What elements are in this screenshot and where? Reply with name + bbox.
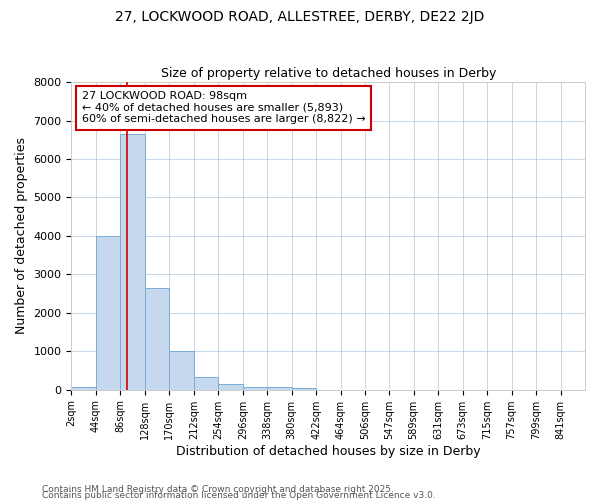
Y-axis label: Number of detached properties: Number of detached properties <box>15 138 28 334</box>
Bar <box>96 236 121 390</box>
Bar <box>71 387 96 390</box>
Bar <box>218 384 243 390</box>
X-axis label: Distribution of detached houses by size in Derby: Distribution of detached houses by size … <box>176 444 481 458</box>
Text: 27, LOCKWOOD ROAD, ALLESTREE, DERBY, DE22 2JD: 27, LOCKWOOD ROAD, ALLESTREE, DERBY, DE2… <box>115 10 485 24</box>
Bar <box>145 288 169 390</box>
Bar <box>292 388 316 390</box>
Bar <box>243 387 267 390</box>
Title: Size of property relative to detached houses in Derby: Size of property relative to detached ho… <box>161 66 496 80</box>
Text: 27 LOCKWOOD ROAD: 98sqm
← 40% of detached houses are smaller (5,893)
60% of semi: 27 LOCKWOOD ROAD: 98sqm ← 40% of detache… <box>82 92 365 124</box>
Text: Contains public sector information licensed under the Open Government Licence v3: Contains public sector information licen… <box>42 491 436 500</box>
Bar <box>169 352 194 390</box>
Text: Contains HM Land Registry data © Crown copyright and database right 2025.: Contains HM Land Registry data © Crown c… <box>42 485 394 494</box>
Bar <box>121 134 145 390</box>
Bar <box>194 376 218 390</box>
Bar <box>267 388 292 390</box>
